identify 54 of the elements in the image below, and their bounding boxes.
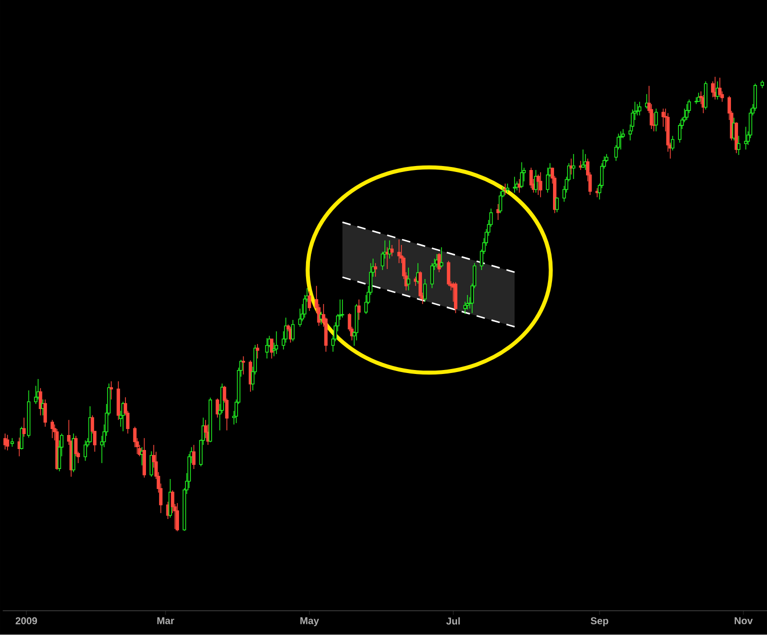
candlestick	[711, 81, 714, 98]
x-tick-label: 2009	[16, 617, 38, 624]
candlestick	[619, 131, 622, 150]
x-tick-label: May	[300, 617, 319, 626]
candlestick	[110, 381, 113, 400]
candlestick	[520, 162, 524, 189]
candlestick	[22, 417, 26, 438]
candlestick	[216, 398, 220, 418]
candlestick	[718, 77, 722, 98]
x-tick-label: Nov	[734, 617, 753, 624]
candlestick	[298, 308, 302, 328]
candlestick	[430, 262, 434, 289]
candlestick	[737, 136, 740, 156]
x-tick-label: Jul	[446, 617, 460, 625]
candlestick	[340, 299, 344, 318]
candlestick	[256, 344, 260, 360]
candlestick	[744, 126, 748, 150]
candlestick	[265, 338, 269, 360]
candlestick	[696, 92, 700, 102]
candlestick	[84, 440, 88, 462]
candlestick	[20, 426, 24, 450]
candlestick	[242, 356, 246, 376]
x-tick-label: Sep	[590, 617, 608, 626]
x-tick-label: Mar	[157, 617, 174, 624]
candlestick	[662, 108, 665, 128]
candlestick	[466, 294, 470, 310]
candlestick	[538, 172, 542, 198]
candlestick	[512, 176, 516, 194]
candlestick	[529, 167, 533, 189]
candlestick	[44, 399, 47, 428]
candlestick	[536, 174, 540, 196]
candlestick	[418, 271, 422, 300]
candlestick	[546, 167, 550, 194]
candlestick	[291, 320, 295, 342]
candlestick	[754, 83, 757, 112]
candlestick	[503, 183, 507, 196]
candlestick	[638, 102, 642, 116]
candlestick	[374, 262, 378, 278]
candlestick	[670, 136, 674, 151]
candlestick	[274, 331, 278, 355]
candlestick	[704, 81, 708, 110]
candlestick	[446, 260, 450, 286]
candlestick	[50, 420, 54, 439]
candlestick	[150, 451, 154, 478]
candlestick	[496, 204, 500, 220]
candlestick	[555, 196, 559, 213]
candlestick	[506, 183, 510, 194]
candlestick	[390, 244, 394, 257]
candlestick	[440, 246, 444, 268]
candlestick	[423, 278, 427, 302]
candlestick	[685, 104, 689, 121]
candlestick	[357, 299, 361, 320]
candlestick	[308, 291, 312, 312]
candlestick	[572, 154, 576, 180]
